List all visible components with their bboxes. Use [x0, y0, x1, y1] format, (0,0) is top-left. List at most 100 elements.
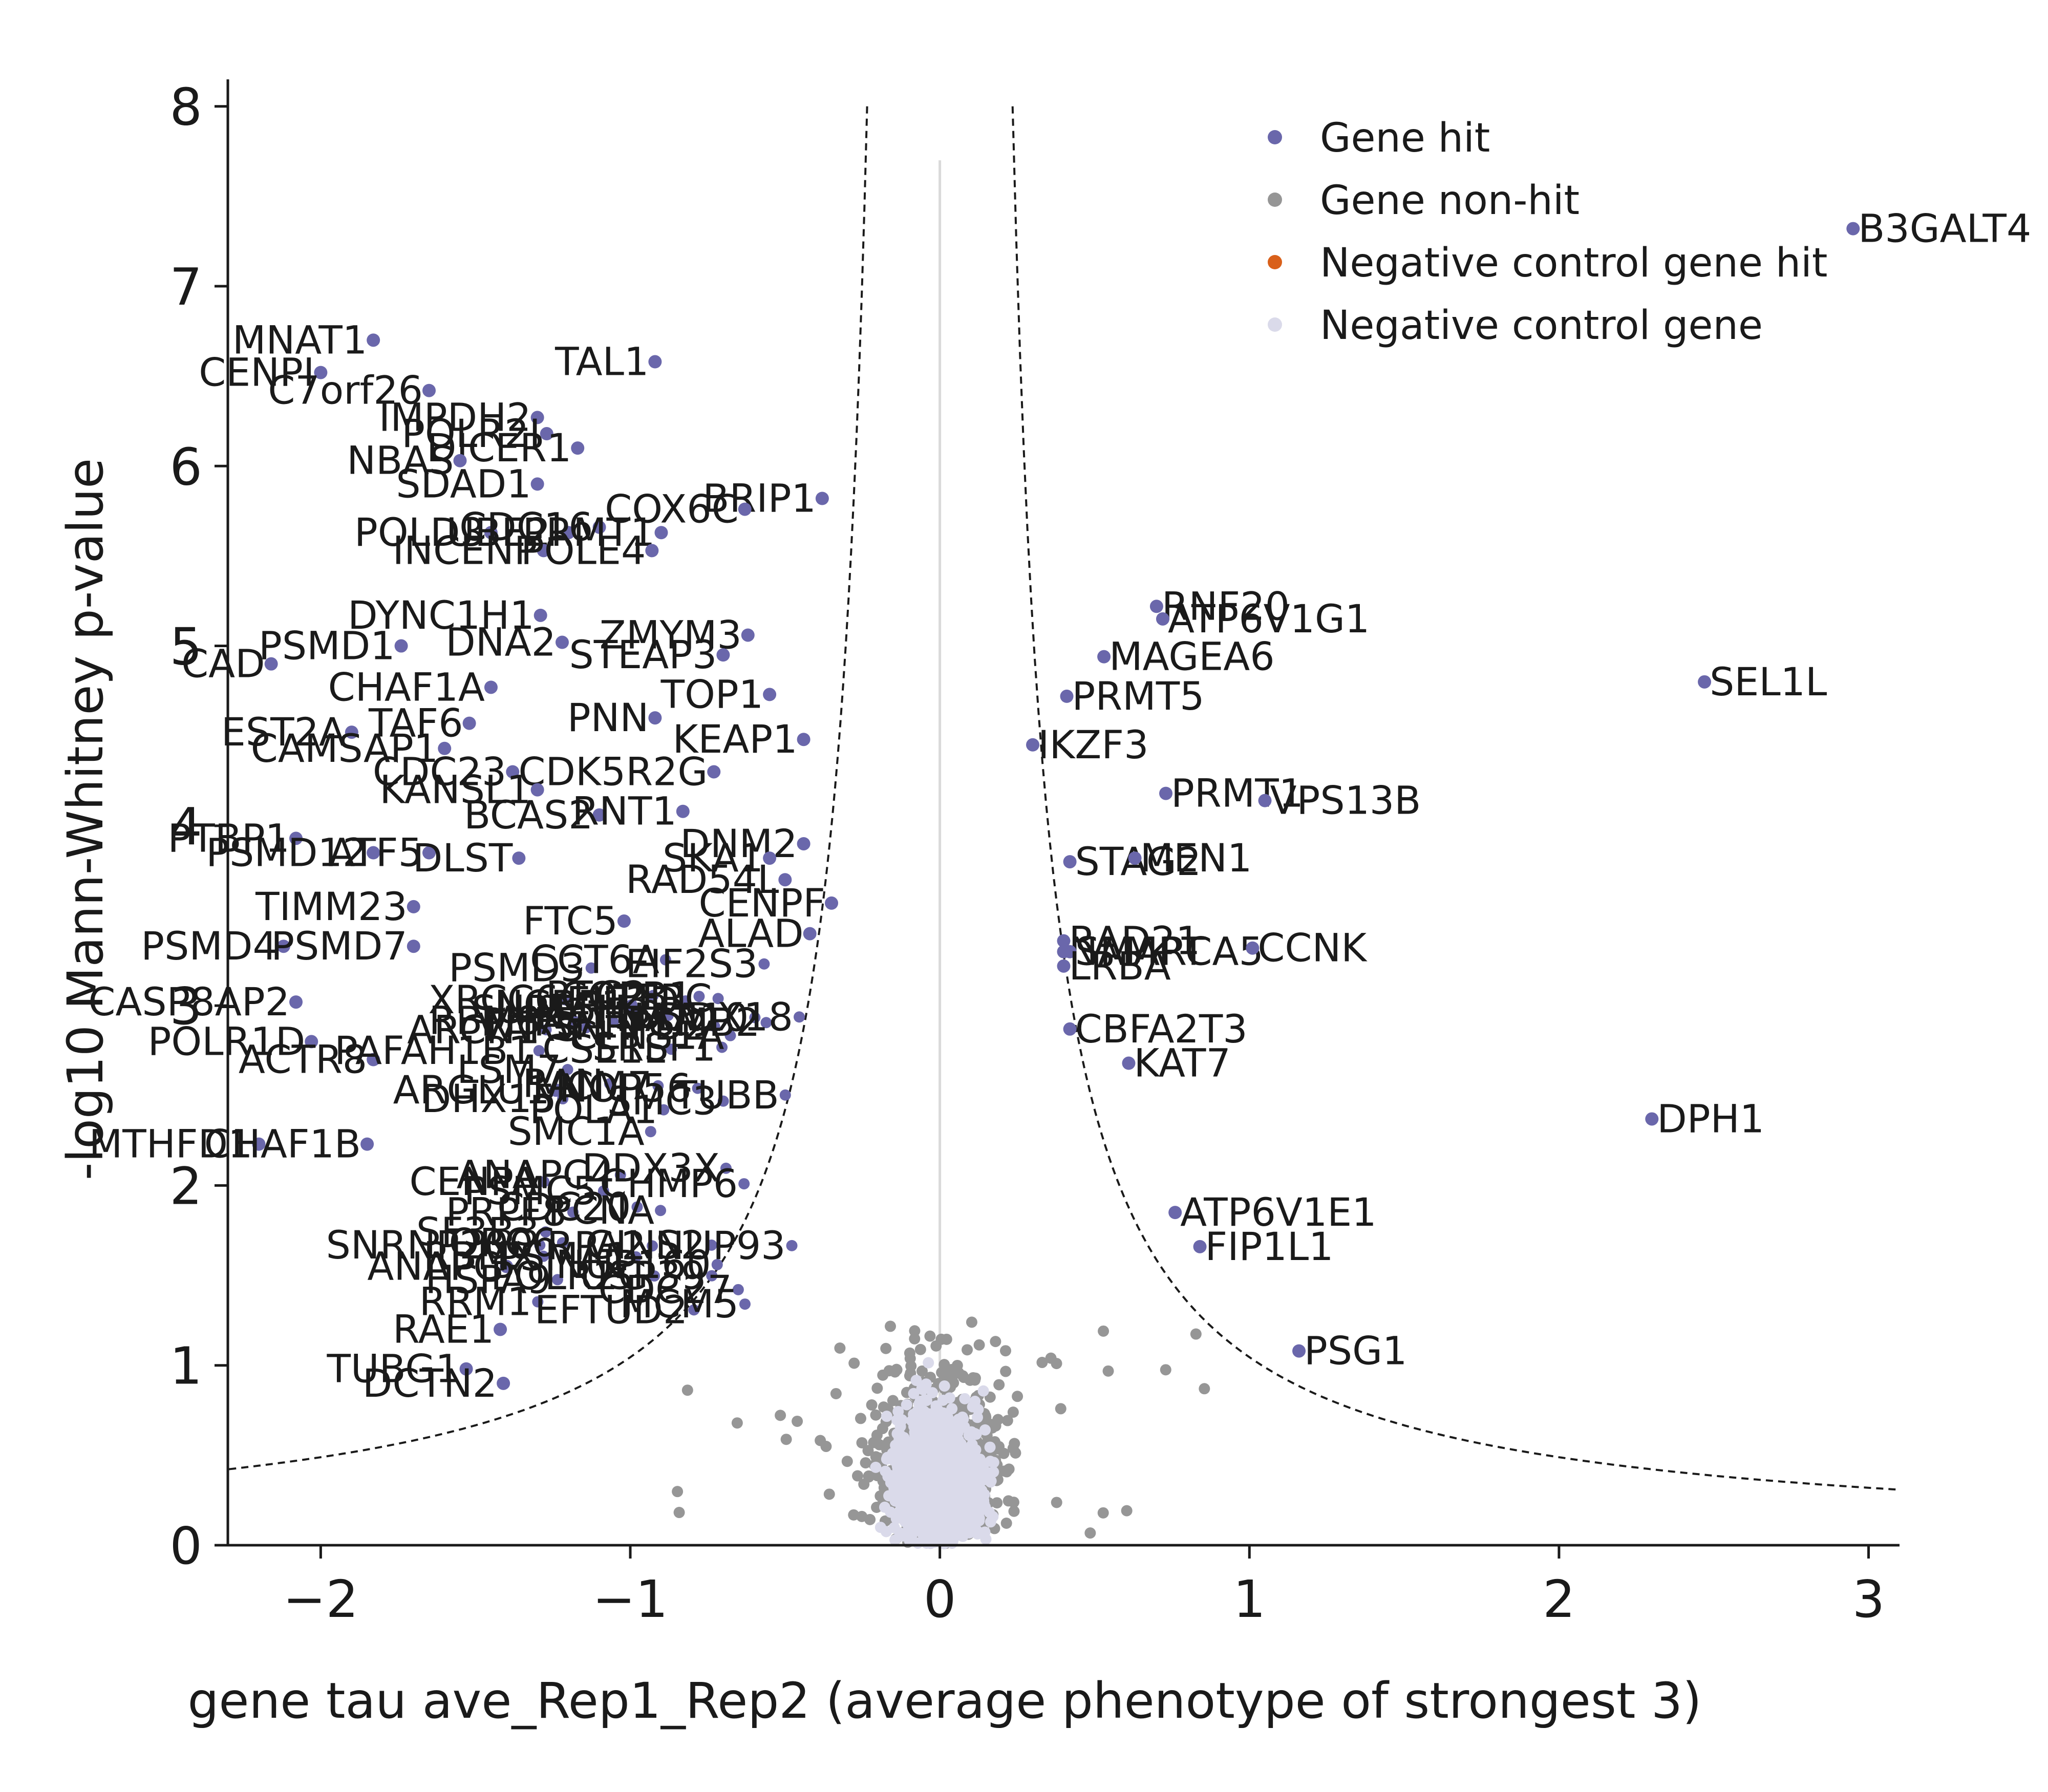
- negative-control-point: [926, 1456, 937, 1468]
- gene-hit-point: [540, 1024, 552, 1036]
- gene-hit-point: [1122, 1056, 1136, 1070]
- gene-hit-point: [716, 1041, 728, 1053]
- gene-hit-point: [631, 1201, 643, 1213]
- negative-control-point: [909, 1450, 921, 1462]
- gene-non-hit-point: [904, 1347, 915, 1359]
- gene-non-hit-point: [1045, 1352, 1057, 1364]
- gene-label: TAL1: [554, 339, 649, 385]
- gene-non-hit-point: [858, 1478, 870, 1490]
- gene-hit-point: [658, 1104, 670, 1116]
- negative-control-point: [958, 1421, 970, 1433]
- gene-non-hit-point: [860, 1457, 871, 1469]
- negative-control-point: [941, 1523, 953, 1535]
- gene-hit-point: [825, 896, 839, 910]
- gene-hit-point: [647, 1240, 658, 1252]
- gene-non-hit-point: [1008, 1497, 1019, 1508]
- gene-label: CDC16: [459, 504, 593, 550]
- negative-control-point: [902, 1440, 913, 1452]
- negative-control-point: [950, 1527, 962, 1539]
- gene-hit-point: [551, 1274, 563, 1286]
- gene-hit-point: [459, 1362, 473, 1376]
- x-axis-title: gene tau ave_Rep1_Rep2 (average phenotyp…: [187, 1672, 1701, 1730]
- gene-label: B3GALT4: [1858, 206, 2031, 251]
- y-tick-label: 3: [169, 976, 202, 1036]
- negative-control-point: [930, 1482, 942, 1494]
- negative-control-point: [874, 1522, 886, 1533]
- gene-label: ANAPC: [367, 1244, 500, 1289]
- negative-control-point: [952, 1475, 964, 1486]
- legend-label: Negative control gene hit: [1320, 240, 1827, 286]
- gene-label: POLR1D: [148, 1018, 306, 1064]
- negative-control-point: [896, 1414, 908, 1426]
- gene-hit-point: [1193, 1240, 1207, 1253]
- negative-control-point: [881, 1453, 892, 1465]
- gene-label: KANSL1: [379, 767, 531, 813]
- gene-non-hit-point: [924, 1330, 936, 1342]
- gene-label: COPB1: [560, 973, 693, 1019]
- negative-control-point: [946, 1403, 958, 1415]
- negative-control-point: [888, 1522, 900, 1533]
- gene-non-hit-point: [999, 1465, 1011, 1477]
- x-tick-label: 3: [1852, 1569, 1885, 1629]
- gene-non-hit-point: [909, 1325, 921, 1337]
- gene-hit-point: [453, 454, 467, 467]
- gene-hit-point: [1063, 945, 1077, 958]
- negative-control-point: [972, 1403, 984, 1415]
- gene-hit-point: [1057, 934, 1071, 948]
- gene-non-hit-point: [780, 1434, 792, 1445]
- y-tick-label: 8: [169, 77, 202, 137]
- x-tick-label: 2: [1543, 1569, 1575, 1629]
- gene-label: VARS: [478, 1005, 580, 1050]
- gene-label: MEN1: [1140, 835, 1252, 881]
- gene-hit-point: [407, 940, 420, 953]
- negative-control-point: [922, 1408, 933, 1420]
- gene-hit-point: [1846, 222, 1860, 236]
- negative-control-point: [914, 1522, 926, 1533]
- gene-hit-point: [626, 1004, 638, 1016]
- gene-hit-point: [540, 1226, 551, 1238]
- gene-label: SMARCA5: [1075, 929, 1264, 974]
- gene-hit-point: [534, 1240, 546, 1251]
- gene-non-hit-point: [1055, 1403, 1066, 1415]
- gene-hit-point: [1063, 1022, 1077, 1036]
- axes: [226, 79, 1900, 1547]
- gene-hit-point: [1168, 1206, 1182, 1220]
- legend-label: Gene hit: [1320, 115, 1490, 161]
- negative-control-point: [926, 1508, 937, 1520]
- gene-hit-point: [534, 608, 547, 622]
- negative-control-point: [918, 1462, 930, 1474]
- y-tick-label: 2: [169, 1156, 202, 1216]
- gene-hit-point: [585, 962, 597, 974]
- negative-control-point: [888, 1484, 900, 1496]
- negative-control-point: [927, 1523, 939, 1535]
- gene-hit-point: [537, 544, 550, 558]
- gene-hit-point: [716, 648, 730, 662]
- gene-label: CCT6A: [530, 937, 659, 983]
- negative-control-point: [927, 1387, 938, 1399]
- gene-label: BRIP1: [702, 476, 816, 521]
- gene-label: MTHFD1: [89, 1121, 253, 1167]
- gene-label: TAF6: [368, 700, 463, 746]
- gene-label: PRMT5: [1072, 673, 1205, 719]
- gene-label: SF3B3: [416, 1209, 540, 1254]
- gene-hit-point: [666, 1043, 677, 1055]
- negative-control-point: [977, 1385, 989, 1397]
- gene-label: PRPF8: [445, 1189, 567, 1234]
- gene-hit-point: [506, 765, 520, 779]
- gene-hit-point: [732, 1284, 744, 1295]
- gene-hit-point: [676, 804, 690, 818]
- gene-non-hit-point: [1000, 1366, 1012, 1377]
- gene-label: POLE4: [521, 527, 646, 573]
- gene-non-hit-point: [993, 1379, 1005, 1391]
- gene-label: CDC23: [373, 749, 506, 794]
- gene-hit-point: [724, 1030, 736, 1041]
- gene-label: CDC27: [599, 1267, 732, 1312]
- negative-control-point: [958, 1527, 970, 1539]
- gene-non-hit-point: [1190, 1328, 1202, 1340]
- negative-control-point: [937, 1411, 949, 1422]
- y-ticks: 0 1 2 3 4 5 6 7 8: [169, 77, 228, 1576]
- gene-label: POLA1: [529, 1087, 657, 1133]
- gene-non-hit-point: [953, 1367, 965, 1379]
- negative-control-point: [895, 1497, 907, 1508]
